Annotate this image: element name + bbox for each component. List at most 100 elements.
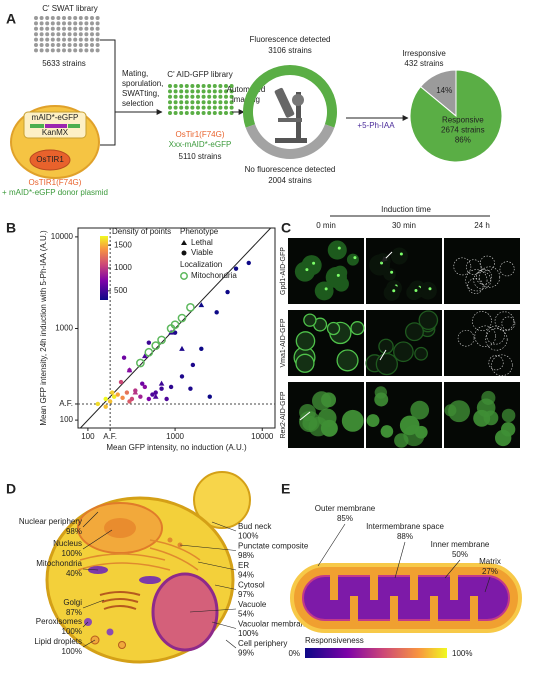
well bbox=[179, 94, 184, 99]
strain-count: 5633 strains bbox=[42, 59, 86, 68]
puncta bbox=[353, 256, 357, 260]
organelle-value: 54% bbox=[238, 610, 254, 619]
well bbox=[212, 89, 217, 94]
well bbox=[67, 43, 72, 47]
well bbox=[179, 89, 184, 94]
cell bbox=[302, 415, 318, 431]
well bbox=[67, 21, 72, 26]
organelle-name: Cytosol bbox=[238, 581, 265, 590]
pie-label: Responsive bbox=[442, 116, 484, 125]
membrane-name: Intermembrane space bbox=[366, 522, 444, 531]
cell-diagram bbox=[45, 471, 251, 664]
legend-label: Mitochondria bbox=[191, 271, 237, 280]
well bbox=[190, 100, 195, 105]
well bbox=[73, 21, 78, 26]
well bbox=[84, 43, 89, 47]
x-axis-label: Mean GFP intensity, no induction (A.U.) bbox=[106, 443, 247, 452]
cell bbox=[326, 321, 341, 336]
pie-label: Irresponsive bbox=[402, 49, 446, 58]
cell-outline bbox=[485, 328, 508, 351]
well bbox=[62, 21, 66, 26]
point-lethal bbox=[158, 380, 165, 386]
donut-value: 2004 strains bbox=[268, 176, 312, 185]
leader-line bbox=[214, 584, 237, 590]
organelle-value: 87% bbox=[66, 608, 82, 617]
well bbox=[56, 16, 61, 20]
organelle-value: 100% bbox=[62, 549, 82, 558]
organelle-value: 98% bbox=[238, 551, 254, 560]
well bbox=[212, 105, 217, 110]
cell-outline bbox=[501, 316, 516, 331]
column-label: 0 min bbox=[316, 221, 336, 230]
membrane-value: 88% bbox=[397, 532, 413, 541]
cell bbox=[294, 261, 315, 282]
well bbox=[201, 94, 206, 99]
library-label: C' AID-GFP library bbox=[167, 70, 232, 79]
well bbox=[78, 16, 83, 20]
organelle-value: 100% bbox=[238, 532, 258, 541]
well bbox=[196, 89, 200, 94]
point-viable bbox=[246, 260, 251, 266]
leader-line bbox=[82, 568, 99, 571]
gene-block bbox=[30, 124, 44, 128]
pie-value: 14% bbox=[436, 86, 452, 95]
puncta bbox=[312, 261, 316, 265]
well bbox=[67, 26, 72, 31]
well bbox=[168, 105, 172, 110]
x-tick-label: 100 bbox=[81, 432, 95, 441]
colorbar-max: 100% bbox=[452, 649, 472, 658]
point-viable bbox=[146, 396, 152, 402]
leader-line bbox=[394, 541, 406, 579]
organelle-value: 98% bbox=[66, 527, 82, 536]
cell bbox=[404, 322, 424, 342]
well bbox=[39, 43, 44, 47]
cell-outline bbox=[453, 257, 472, 276]
well bbox=[56, 21, 61, 26]
well bbox=[184, 111, 189, 115]
colorbar-min: 0% bbox=[288, 649, 300, 658]
leader-line bbox=[82, 511, 99, 528]
well bbox=[50, 48, 55, 53]
well bbox=[95, 21, 100, 26]
cell bbox=[494, 429, 512, 447]
well bbox=[56, 37, 61, 42]
well bbox=[184, 100, 189, 105]
well bbox=[190, 84, 195, 88]
well bbox=[218, 100, 223, 105]
well bbox=[56, 32, 61, 37]
cell-outline bbox=[475, 268, 492, 285]
well bbox=[45, 48, 50, 53]
point-lethal bbox=[198, 302, 205, 308]
well bbox=[90, 26, 94, 31]
point-mitochondria bbox=[157, 335, 166, 345]
point-viable bbox=[138, 394, 143, 399]
well bbox=[218, 84, 223, 88]
colorbar bbox=[100, 236, 108, 300]
cell bbox=[473, 409, 491, 427]
well bbox=[190, 111, 195, 115]
well bbox=[212, 100, 217, 105]
panel-label: C bbox=[281, 220, 291, 236]
well bbox=[62, 32, 66, 37]
well bbox=[207, 94, 212, 99]
well bbox=[184, 84, 189, 88]
well bbox=[95, 43, 100, 47]
well bbox=[201, 105, 206, 110]
cell bbox=[380, 425, 394, 438]
cell bbox=[414, 346, 429, 361]
well bbox=[168, 100, 172, 105]
well bbox=[39, 48, 44, 53]
leader-line bbox=[82, 599, 105, 609]
well bbox=[201, 84, 206, 88]
cell-outline bbox=[474, 325, 496, 348]
process-line: Mating, bbox=[122, 69, 148, 78]
well bbox=[39, 32, 44, 37]
point-viable bbox=[109, 390, 115, 395]
cell bbox=[406, 284, 422, 301]
well bbox=[62, 26, 66, 31]
donut-slice bbox=[245, 124, 335, 159]
legend-marker bbox=[181, 250, 187, 256]
well bbox=[67, 48, 72, 53]
well bbox=[190, 94, 195, 99]
